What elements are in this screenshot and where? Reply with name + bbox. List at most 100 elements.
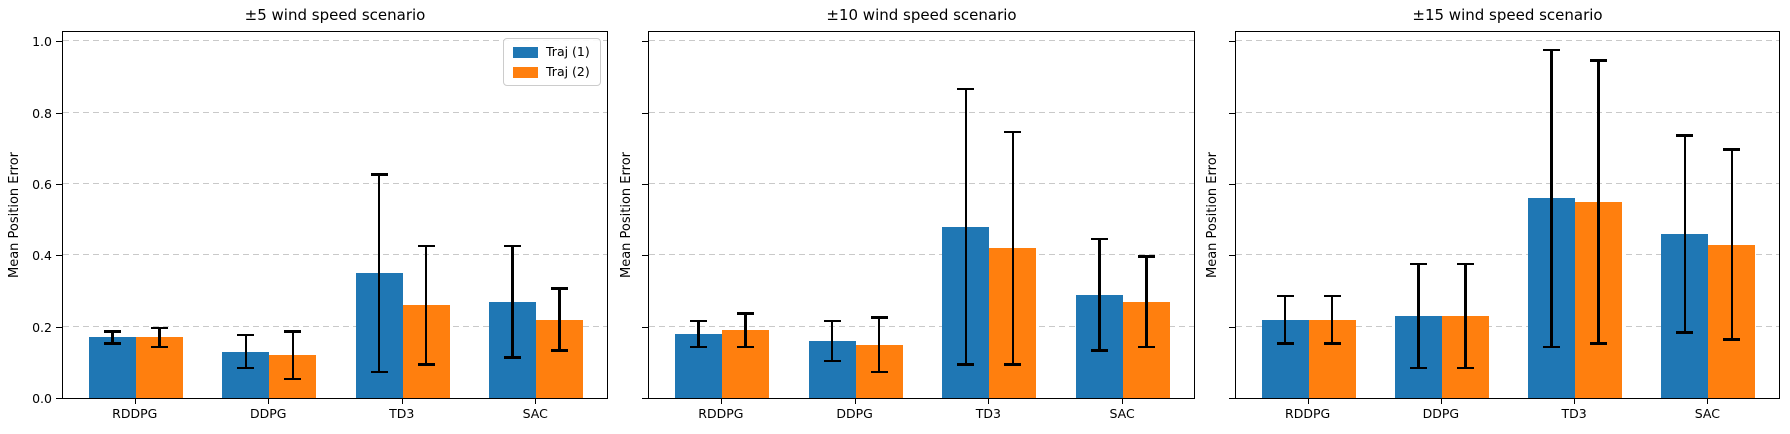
gridline [1236,254,1779,256]
y-tickmark [1229,326,1235,328]
x-tickmark [268,399,270,404]
errorbar-cap-top [1676,134,1694,137]
errorbar-line [1683,134,1687,334]
errorbar-cap-bottom [237,366,255,370]
errorbar-line [1730,148,1734,341]
plot-area [62,31,608,399]
errorbar-cap-top [150,326,168,330]
bar-rddpg-Traj1 [88,337,136,398]
errorbar-cap-top [1456,262,1474,265]
errorbar-cap-bottom [1138,345,1156,349]
errorbar-line [158,326,161,349]
errorbar-line [111,330,114,345]
errorbar-cap-bottom [551,349,569,352]
errorbar-cap-top [504,244,522,248]
legend-swatch [513,46,538,58]
errorbar-line [1417,262,1420,370]
y-tickmark [56,41,62,43]
x-tick-label: RDDPG [112,406,158,421]
x-tickmark [1122,399,1124,404]
gridline [649,40,1194,42]
errorbar-cap-top [417,244,435,248]
errorbar-line [744,312,747,349]
errorbar-cap-bottom [504,356,522,359]
errorbar-cap-bottom [1543,345,1561,349]
errorbar-line [511,244,514,359]
y-tickmark [642,184,648,186]
gridline [649,183,1194,185]
x-tick-label: RDDPG [1285,406,1331,421]
legend-label: Traj (1) [546,44,590,59]
gridline [63,40,607,42]
errorbar-line [1550,48,1553,349]
errorbar-cap-top [1276,294,1294,298]
gridline [63,254,607,256]
errorbar-cap-bottom [957,363,975,366]
errorbar-cap-top [1138,255,1156,258]
errorbar-cap-bottom [103,342,121,345]
gridline [63,325,607,327]
y-tickmark [56,255,62,257]
y-tick-label: 0.6 [32,177,52,193]
gridline [1236,111,1779,113]
errorbar-cap-top [736,312,754,315]
x-tick-label: SAC [1109,406,1135,421]
y-tickmark [642,326,648,328]
y-tickmark [1229,184,1235,186]
subplot-title: ±15 wind speed scenario [1412,6,1603,24]
y-axis-label: Mean Position Error [619,152,634,278]
errorbar-cap-top [823,319,841,323]
x-tick-label: SAC [522,406,548,421]
errorbar-cap-top [551,287,569,290]
errorbar-cap-bottom [1004,363,1022,366]
x-tick-label: TD3 [1561,406,1587,421]
gridline [649,254,1194,256]
errorbar-line [244,333,247,370]
errorbar-cap-bottom [823,359,841,363]
errorbar-cap-bottom [284,377,302,381]
gridline [649,111,1194,113]
legend-swatch [513,66,538,78]
errorbar-cap-bottom [736,345,754,349]
errorbar-cap-bottom [870,370,888,374]
gridline [1236,183,1779,185]
x-tickmark [1307,399,1309,404]
errorbar-line [1283,294,1287,345]
errorbar-cap-bottom [1091,349,1109,352]
errorbar-cap-bottom [1676,331,1694,334]
errorbar-line [830,319,834,363]
errorbar-cap-bottom [417,363,435,366]
gridline [63,111,607,113]
errorbar-line [1098,237,1101,352]
errorbar-line [1597,59,1600,345]
x-tick-label: TD3 [975,406,1001,421]
y-tickmark [642,398,648,399]
gridline [1236,40,1779,42]
errorbar-cap-bottom [370,370,388,374]
y-tick-label: 1.0 [32,34,52,50]
x-tickmark [1574,399,1576,404]
errorbar-cap-bottom [150,345,168,349]
plot-area [648,31,1195,399]
y-tickmark [642,112,648,114]
x-tickmark [1440,399,1442,404]
x-tick-label: RDDPG [698,406,744,421]
errorbar-line [424,244,428,366]
x-tickmark [854,399,856,404]
errorbar-line [1330,294,1334,345]
y-tick-label: 0.2 [32,319,52,335]
errorbar-cap-top [1409,262,1427,265]
subplot-title: ±5 wind speed scenario [244,6,426,24]
errorbar-line [558,287,561,352]
errorbar-cap-top [1004,130,1022,134]
errorbar-cap-top [957,87,975,91]
y-tick-label: 0.0 [32,391,52,406]
errorbar-cap-top [1091,237,1109,241]
legend-item: Traj (1) [513,45,590,59]
gridline [63,183,607,185]
errorbar-cap-bottom [689,345,707,349]
errorbar-line [1011,130,1015,366]
y-tickmark [642,41,648,43]
gridline [649,325,1194,327]
y-tick-label: 0.8 [32,105,52,121]
